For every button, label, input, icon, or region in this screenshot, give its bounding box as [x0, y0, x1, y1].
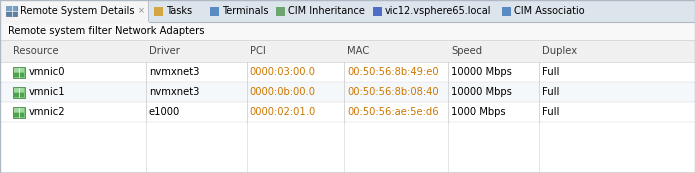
Text: Full: Full [541, 87, 559, 97]
Text: vic12.vsphere65.local: vic12.vsphere65.local [385, 6, 491, 16]
Bar [276, 7, 285, 16]
Text: ×: × [138, 7, 145, 16]
Bar [6, 6, 17, 16]
Text: Full: Full [541, 107, 559, 117]
Text: CIM Inheritance: CIM Inheritance [288, 6, 365, 16]
Text: 0000:0b:00.0: 0000:0b:00.0 [250, 87, 316, 97]
Text: nvmxnet3: nvmxnet3 [149, 67, 199, 77]
Text: Terminals: Terminals [222, 6, 268, 16]
Bar [0, 62, 695, 82]
Text: Tasks: Tasks [166, 6, 192, 16]
Text: Driver: Driver [149, 46, 180, 56]
Bar [15, 93, 24, 97]
Bar [15, 73, 24, 77]
Bar [0, 102, 695, 122]
Text: 00:50:56:ae:5e:d6: 00:50:56:ae:5e:d6 [347, 107, 439, 117]
Text: 00:50:56:8b:08:40: 00:50:56:8b:08:40 [347, 87, 439, 97]
Bar [154, 7, 163, 16]
Text: e1000: e1000 [149, 107, 180, 117]
Text: Duplex: Duplex [541, 46, 577, 56]
Text: vmnic0: vmnic0 [28, 67, 65, 77]
Bar [373, 7, 382, 16]
Text: Speed: Speed [451, 46, 482, 56]
Bar [210, 7, 219, 16]
Text: 10000 Mbps: 10000 Mbps [451, 87, 512, 97]
Bar [0, 22, 695, 173]
Text: 0000:03:00.0: 0000:03:00.0 [250, 67, 316, 77]
Text: CIM Associatio: CIM Associatio [514, 6, 584, 16]
Bar [0, 122, 695, 173]
Bar [13, 87, 26, 98]
Text: Resource: Resource [13, 46, 59, 56]
Bar [15, 68, 24, 72]
Text: 0000:02:01.0: 0000:02:01.0 [250, 107, 316, 117]
Bar [15, 108, 24, 112]
Bar [13, 67, 26, 78]
Text: Full: Full [541, 67, 559, 77]
Text: Remote System Details: Remote System Details [20, 6, 135, 16]
Bar [15, 113, 24, 117]
Text: Remote system filter Network Adapters: Remote system filter Network Adapters [8, 26, 204, 36]
Bar [0, 82, 695, 102]
Bar [15, 88, 24, 92]
Bar [6, 6, 17, 11]
Bar [0, 40, 695, 62]
Text: vmnic1: vmnic1 [28, 87, 65, 97]
Text: nvmxnet3: nvmxnet3 [149, 87, 199, 97]
Text: vmnic2: vmnic2 [28, 107, 65, 117]
Text: PCI: PCI [250, 46, 265, 56]
Bar [13, 107, 26, 118]
Text: 10000 Mbps: 10000 Mbps [451, 67, 512, 77]
Text: 00:50:56:8b:49:e0: 00:50:56:8b:49:e0 [347, 67, 439, 77]
Text: MAC: MAC [347, 46, 369, 56]
Text: 1000 Mbps: 1000 Mbps [451, 107, 506, 117]
Bar [0, 22, 695, 40]
Bar [0, 0, 148, 22]
Bar [502, 7, 511, 16]
